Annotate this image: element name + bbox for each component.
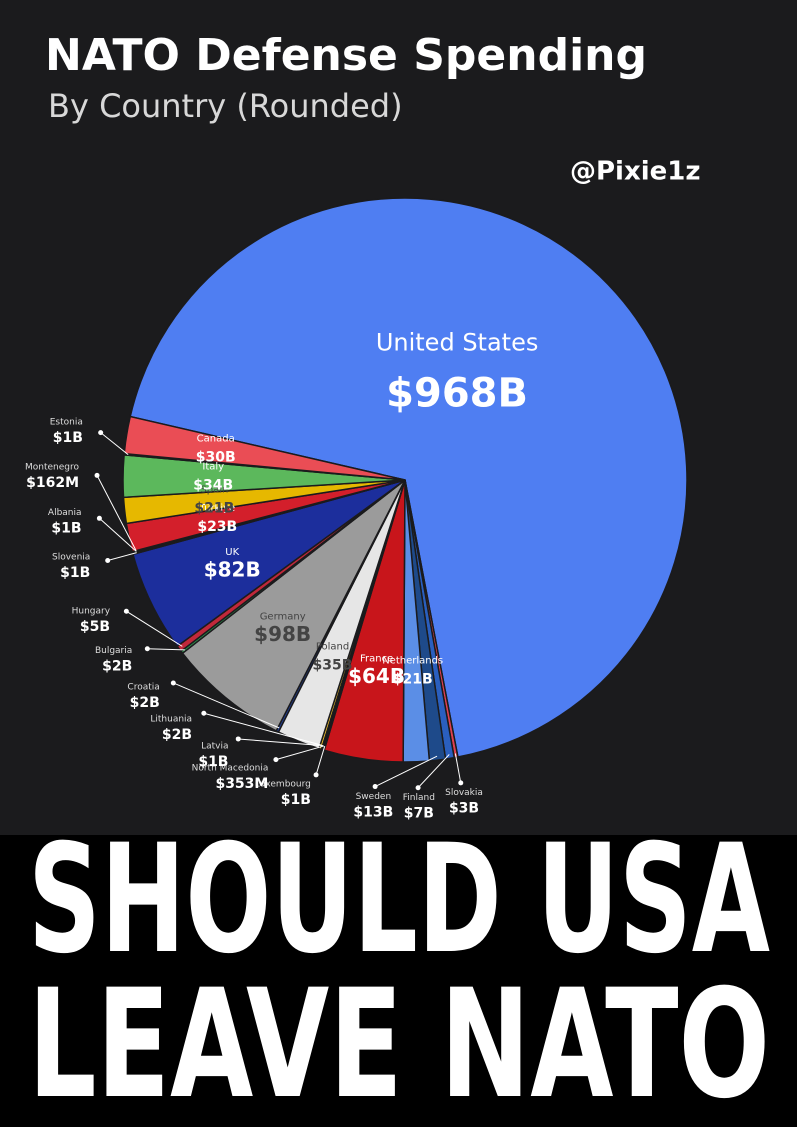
outside-name: Hungary [72,606,111,616]
outside-name: Montenegro [25,463,79,473]
caption-background [0,835,797,1127]
slice-value: $21B [194,501,234,517]
leader-line [99,517,137,552]
outside-value: $2B [162,727,192,743]
leader-line [126,610,183,647]
leader-dot [170,680,176,686]
chart-subtitle: By Country (Rounded) [48,87,403,125]
outside-value: $353M [215,776,268,792]
outside-value: $2B [130,695,160,711]
leader-line [100,432,129,455]
leader-dot [105,557,111,563]
leader-dot [144,646,150,652]
leader-dot [458,780,464,786]
pie-slice [123,415,406,481]
leader-line [147,648,185,651]
slice-name: Germany [260,612,306,623]
outside-value: $1B [198,754,228,770]
pie: United States $968B Slovakia $3B Finland $7B S… [25,197,688,822]
slice-name: Türkiye [198,503,235,514]
slice-value: $98B [254,622,311,646]
leader-dot [235,736,241,742]
leader-dot [313,772,319,778]
outside-name: Latvia [201,742,228,752]
outside-name: Sweden [356,792,392,802]
outside-value: $1B [51,521,81,537]
leader-dot [372,784,378,790]
slice-value: $23B [197,519,237,535]
slice-value: $21B [393,672,433,688]
outside-name: Slovenia [52,553,90,563]
outside-value: $13B [353,804,393,820]
outside-name: Estonia [50,417,83,427]
outside-value: $7B [404,806,434,822]
slice-name: Spain [200,485,228,496]
handle: @Pixie1z [570,157,701,187]
slice-value: $82B [204,558,261,582]
slice-value: $30B [196,449,236,465]
slice-value: $64B [348,664,405,688]
leader-line [454,753,462,783]
slice-value: $34B [193,477,233,493]
outside-name: Albania [48,508,82,518]
pie-slice [129,197,688,758]
outside-name: North Macedonia [192,763,269,773]
caption-line: LEAVE NATO [28,958,770,1127]
leader-line [107,552,137,561]
leader-dot [123,608,129,614]
leader-dot [273,757,279,763]
slice-value: $968B [386,371,528,417]
leader-line [96,475,137,551]
slice-name: United States [376,329,539,357]
leader-dot [98,430,104,436]
leader-line [275,745,325,761]
slice-name: Italy [202,461,224,472]
leader-dot [96,515,102,521]
leader-dot [415,785,421,791]
leader-line [203,712,322,746]
outside-value: $162M [26,475,79,491]
outside-name: Luxembourg [255,780,311,790]
outside-name: Slovakia [445,788,483,798]
outside-value: $1B [281,792,311,808]
leader-line [173,682,280,729]
outside-value: $2B [102,659,132,675]
outside-value: $5B [80,619,110,635]
outside-name: Lithuania [150,714,192,724]
outside-name: Bulgaria [95,646,132,656]
leader-dot [94,472,100,478]
pie-slice [181,479,406,732]
leader-line [315,746,326,776]
leader-line [374,755,438,787]
outside-value: $1B [60,565,90,581]
leader-line [238,738,324,747]
slice-name: Canada [197,433,235,444]
slice-name: Poland [316,642,349,653]
outside-value: $1B [53,430,83,446]
slice-name: France [360,654,393,665]
chart-title: NATO Defense Spending [45,30,647,81]
outside-name: Croatia [127,682,159,692]
caption-line: SHOULD USA [28,813,770,987]
leader-dot [201,710,207,716]
outside-value: $3B [449,801,479,817]
slice-name: UK [225,547,239,558]
slice-name: Netherlands [382,656,443,667]
leader-line [417,754,450,789]
slice-value: $35B [313,658,353,674]
outside-name: Finland [403,793,435,803]
